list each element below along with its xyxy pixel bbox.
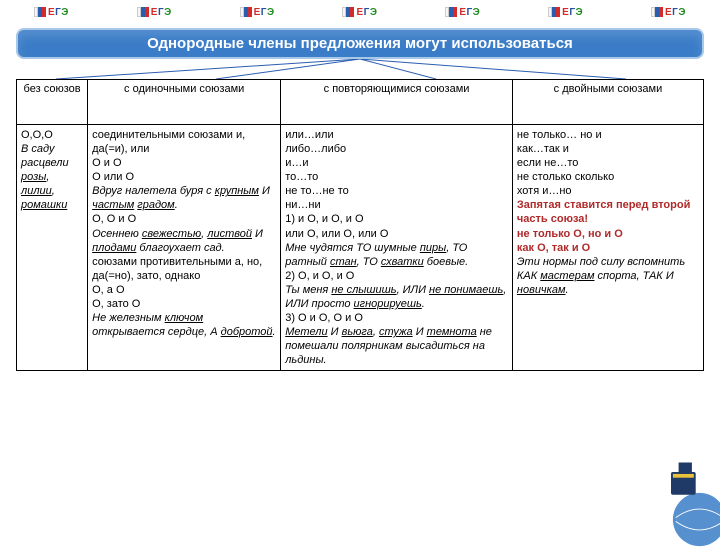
page-title: Однородные члены предложения могут испол… xyxy=(16,28,704,59)
table-header-row: без союзов с одиночными союзами с повтор… xyxy=(17,80,704,125)
ege-logo: ЕГЭ xyxy=(342,7,377,18)
corner-decoration xyxy=(633,453,720,548)
connector-lines xyxy=(16,59,704,79)
grammar-table: без союзов с одиночными союзами с повтор… xyxy=(16,79,704,371)
cell-3: не только… но икак…так иесли не…тоне сто… xyxy=(512,125,703,371)
cell-2: или…илилибо…либои…ито…тоне то…не тони…ни… xyxy=(281,125,513,371)
ege-logo: ЕГЭ xyxy=(548,7,583,18)
ege-logo: ЕГЭ xyxy=(137,7,172,18)
col-header-1: с одиночными союзами xyxy=(88,80,281,125)
col-header-0: без союзов xyxy=(17,80,88,125)
ege-logo: ЕГЭ xyxy=(651,7,686,18)
ege-logo: ЕГЭ xyxy=(34,7,69,18)
ege-logo: ЕГЭ xyxy=(240,7,275,18)
table-row: О,О,ОВ саду расцвели розы, лилии, ромашк… xyxy=(17,125,704,371)
cell-0: О,О,ОВ саду расцвели розы, лилии, ромашк… xyxy=(17,125,88,371)
col-header-3: с двойными союзами xyxy=(512,80,703,125)
cell-1: соединительными союзами и, да(=и), илиО … xyxy=(88,125,281,371)
logo-strip: ЕГЭ ЕГЭ ЕГЭ ЕГЭ ЕГЭ ЕГЭ ЕГЭ xyxy=(0,0,720,24)
ege-logo: ЕГЭ xyxy=(445,7,480,18)
col-header-2: с повторяющимися союзами xyxy=(281,80,513,125)
